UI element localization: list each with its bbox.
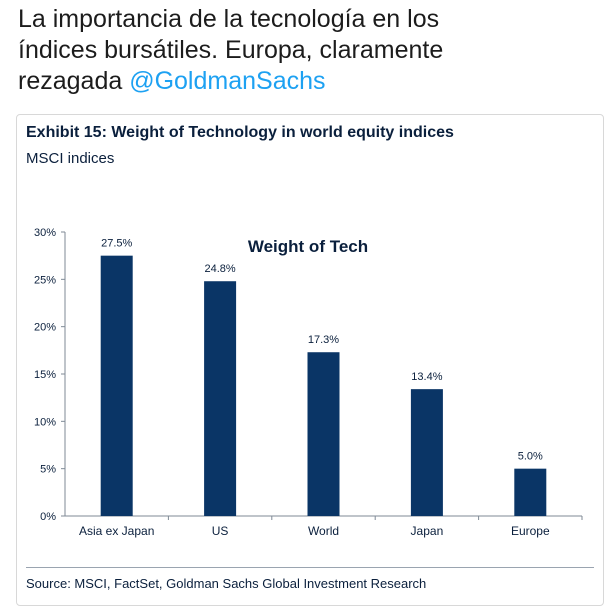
exhibit-subtitle: MSCI indices	[26, 150, 115, 167]
data-label: 13.4%	[411, 371, 442, 383]
bar	[204, 281, 237, 516]
chart-title: Weight of Tech	[248, 237, 368, 256]
x-tick-label: Japan	[411, 524, 444, 538]
bar	[514, 468, 547, 516]
y-tick-label: 20%	[34, 322, 56, 334]
y-tick-label: 25%	[34, 274, 56, 286]
y-tick-label: 0%	[40, 511, 56, 523]
y-tick-label: 5%	[40, 464, 56, 476]
data-label: 27.5%	[101, 238, 132, 250]
y-tick-label: 15%	[34, 369, 56, 381]
exhibit-title: Exhibit 15: Weight of Technology in worl…	[26, 124, 454, 141]
tweet-line-2: índices bursátiles. Europa, claramente	[18, 36, 444, 64]
y-tick-label: 30%	[34, 227, 56, 239]
x-tick-label: Europe	[511, 524, 550, 538]
tweet-line-3: rezagada @GoldmanSachs	[18, 66, 608, 97]
source-note: Source: MSCI, FactSet, Goldman Sachs Glo…	[26, 576, 427, 591]
bar	[100, 255, 133, 516]
tweet-line-1: La importancia de la tecnología en los	[18, 5, 440, 33]
bar	[307, 352, 340, 516]
data-label: 17.3%	[308, 334, 339, 346]
tweet-text: La importancia de la tecnología en los í…	[18, 4, 608, 97]
x-tick-label: World	[308, 524, 339, 538]
source-divider	[26, 567, 594, 568]
bar	[410, 389, 443, 516]
x-tick-label: Asia ex Japan	[79, 524, 154, 538]
tweet-line-3-text: rezagada	[18, 67, 130, 95]
data-label: 5.0%	[518, 451, 543, 463]
data-label: 24.8%	[204, 263, 235, 275]
x-tick-label: US	[212, 524, 229, 538]
mention-link[interactable]: @GoldmanSachs	[129, 67, 326, 95]
y-tick-label: 10%	[34, 416, 56, 428]
